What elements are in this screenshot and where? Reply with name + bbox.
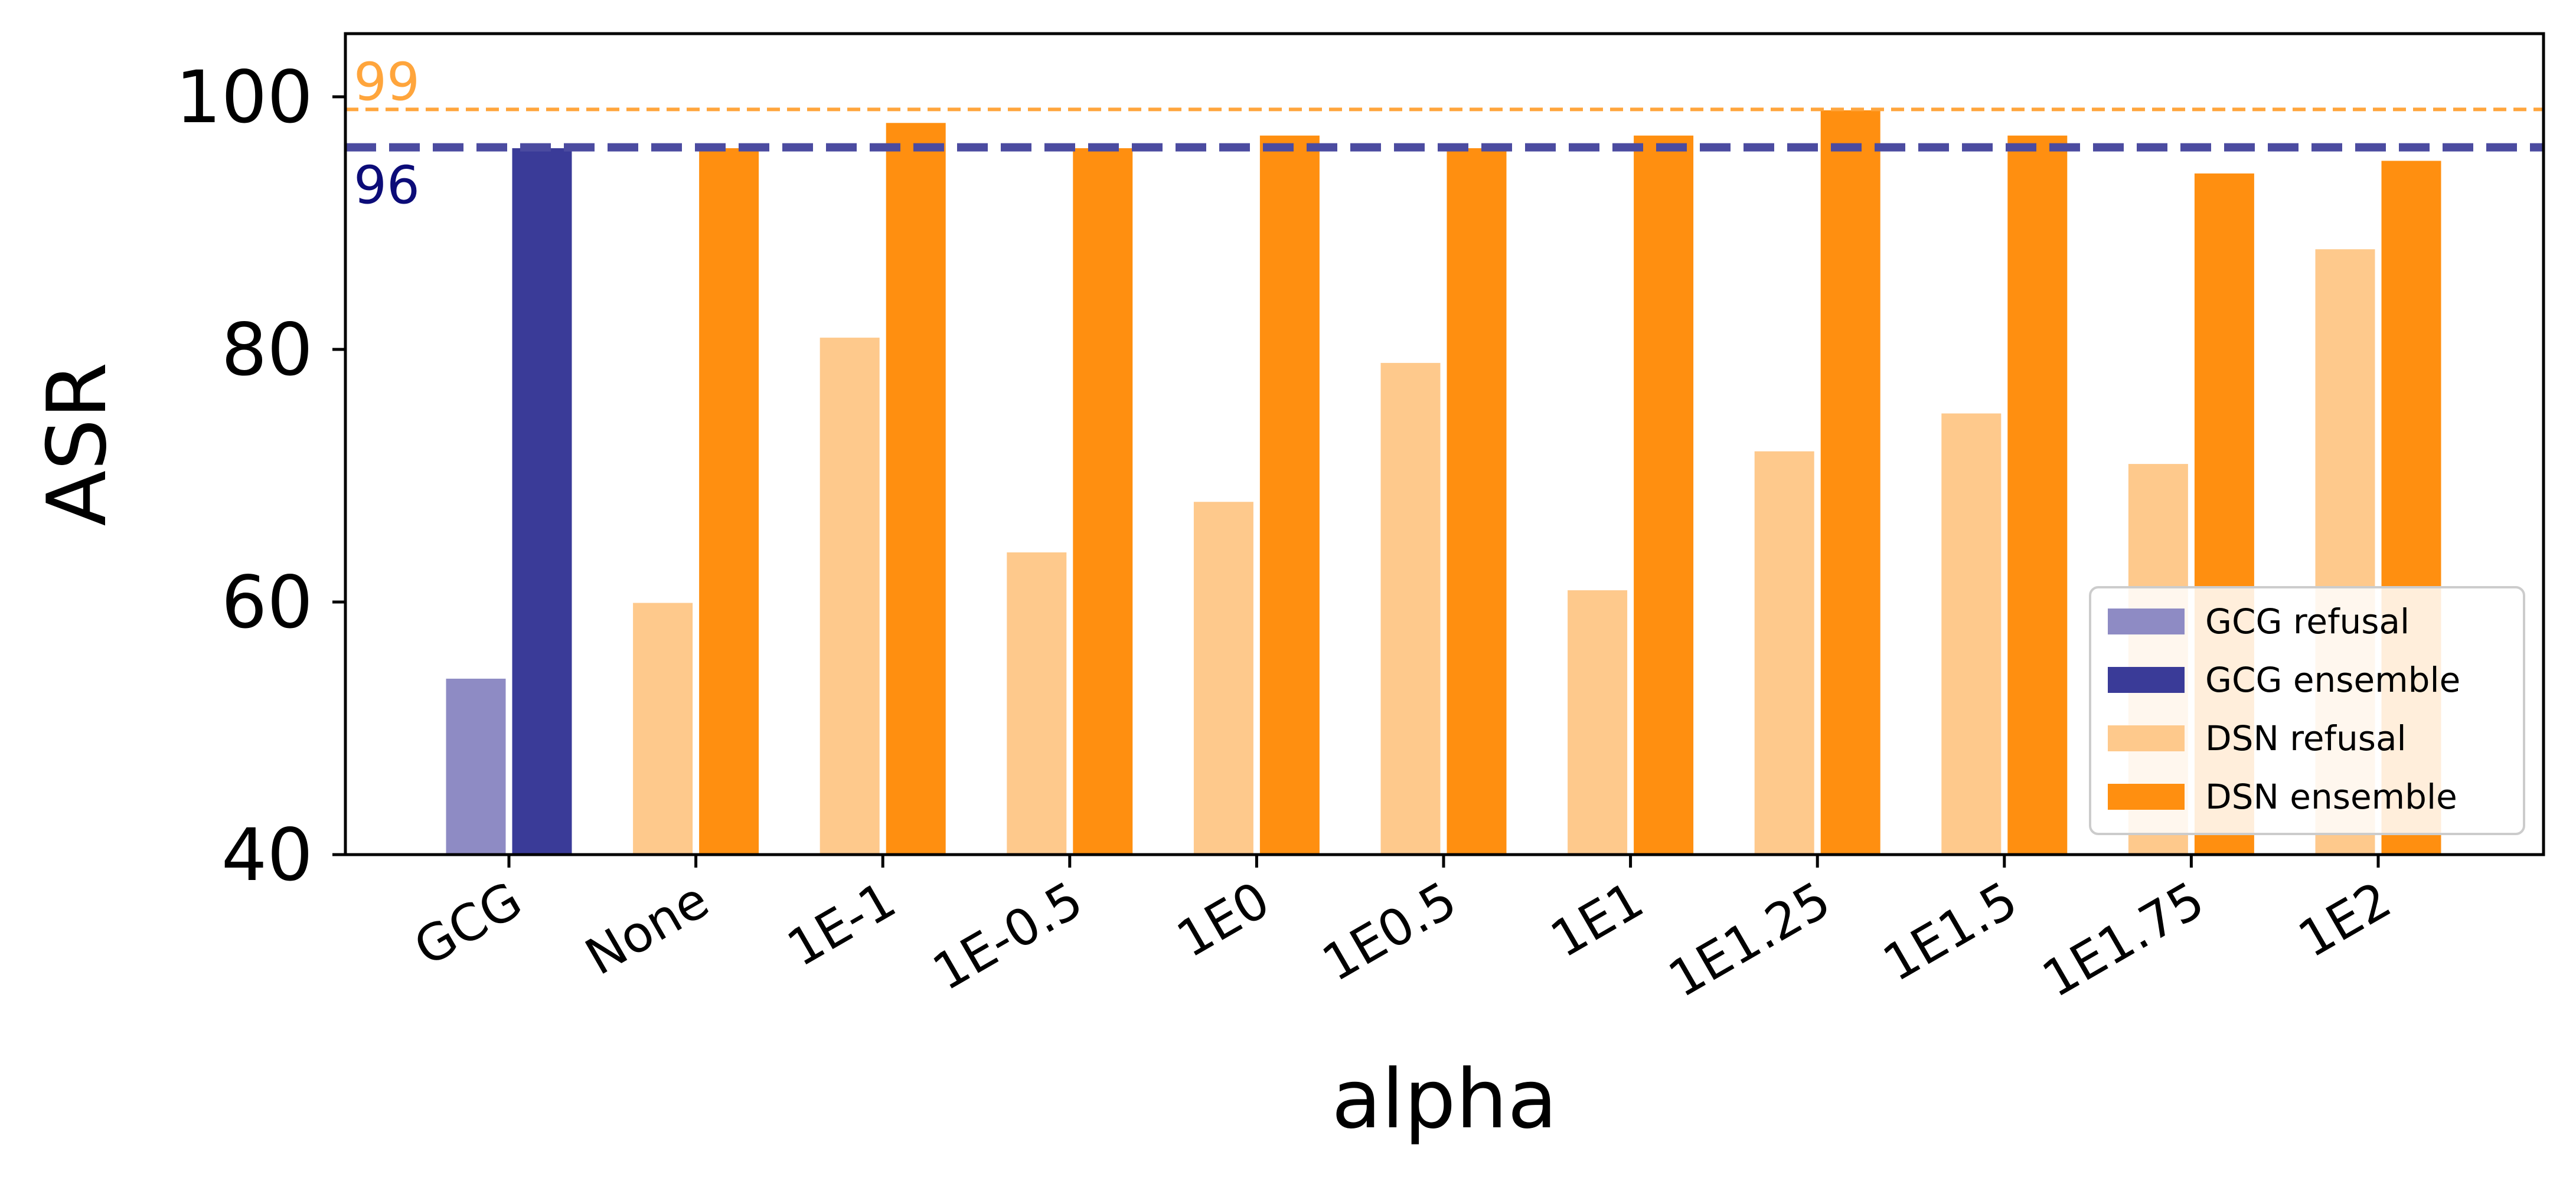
legend: GCG refusal GCG ensemble DSN refusal DSN en… [2089,586,2525,835]
legend-label: DSN ensemble [2205,777,2457,817]
bar-dsn-refusal-1e0-5 [1379,361,1442,856]
bar-dsn-refusal-1e1-5 [1940,411,2003,856]
y-tick-label: 100 [175,55,313,139]
y-axis-title: ASR [30,362,125,526]
x-axis-title: alpha [1331,1052,1558,1147]
y-tick-label: 80 [221,308,313,392]
reference-line-label-99: 99 [354,51,420,112]
bar-dsn-ensemble-1e0-5 [1445,146,1509,856]
legend-box [2089,586,2525,835]
bar-dsn-ensemble-none [697,146,761,856]
bar-dsn-refusal-1e1 [1566,588,1630,856]
reference-lines-layer: 99 96 [345,51,2544,216]
bar-gcg-ensemble-gcg [510,146,574,856]
bar-dsn-refusal-1e-0-5 [1005,550,1069,856]
bar-dsn-refusal-1e0 [1191,500,1255,856]
bar-dsn-ensemble-1e1 [1632,133,1696,856]
legend-swatch-gcg-refusal [2108,609,2185,634]
legend-swatch-dsn-ensemble [2108,784,2185,810]
bar-dsn-refusal-1e1-25 [1752,449,1816,856]
bar-dsn-refusal-1e-1 [818,336,881,856]
y-tick-label: 40 [221,813,313,897]
bar-dsn-ensemble-1e-0-5 [1071,146,1135,856]
bar-dsn-ensemble-1e0 [1258,133,1321,856]
legend-label: GCG refusal [2205,601,2410,642]
y-axis: 40 60 80 100 [175,55,345,897]
bar-dsn-ensemble-1e1-5 [2006,133,2069,856]
bar-dsn-ensemble-1e-1 [884,121,948,856]
legend-swatch-dsn-refusal [2108,725,2185,751]
y-tick-label: 60 [221,561,313,645]
bar-dsn-refusal-none [631,601,695,856]
legend-label: GCG ensemble [2205,660,2460,700]
legend-swatch-gcg-ensemble [2108,667,2185,693]
plot-frame [344,32,2545,856]
bar-gcg-refusal-gcg [444,676,508,856]
legend-label: DSN refusal [2205,718,2407,758]
bar-dsn-ensemble-1e1-25 [1818,108,1882,856]
reference-line-label-96: 96 [354,155,420,216]
